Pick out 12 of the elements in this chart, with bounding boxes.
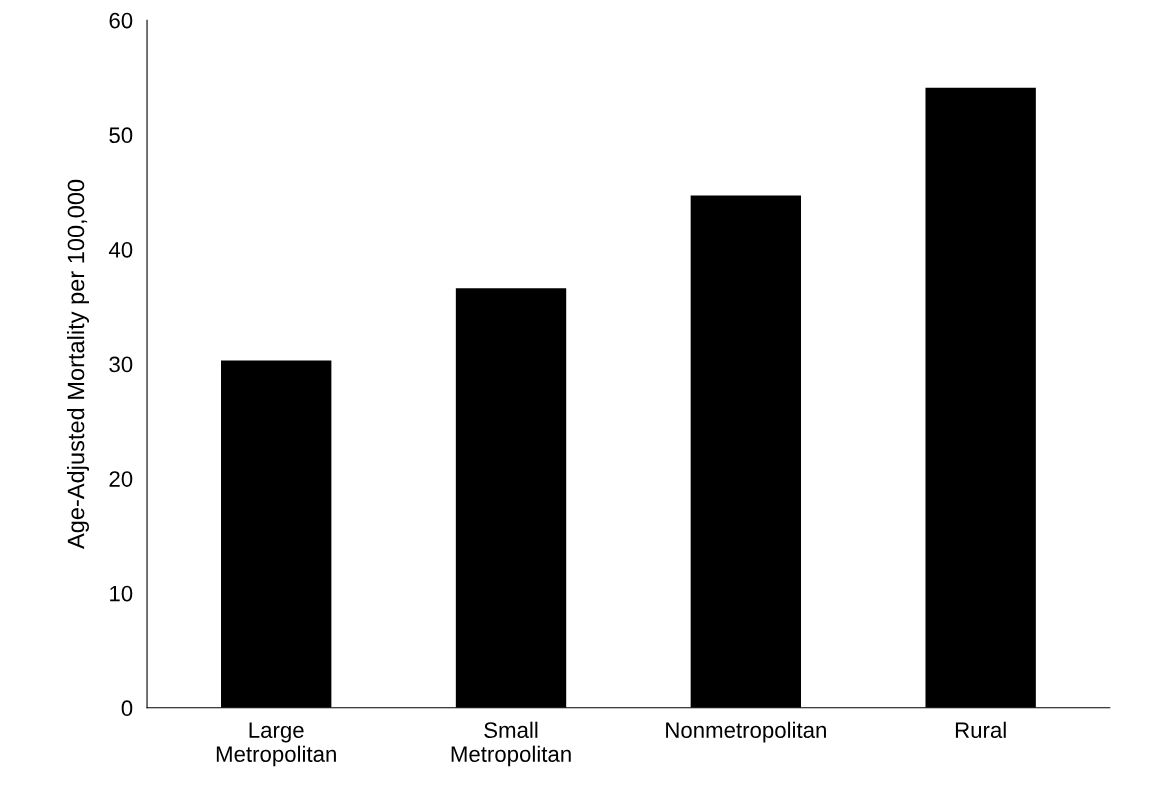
x-tick-label: Rural bbox=[955, 721, 1006, 739]
y-tick-label: 40 bbox=[108, 241, 133, 258]
y-tick-label: 30 bbox=[109, 356, 133, 373]
y-axis-title: Age-Adjusted Mortality per 100,000 bbox=[66, 179, 89, 549]
x-tick-label: Nonmetropolitan bbox=[666, 721, 826, 743]
y-tick-label: 50 bbox=[109, 127, 133, 144]
y-tick-label: 20 bbox=[109, 471, 133, 487]
x-tick-label: Large Metropolitan bbox=[216, 722, 336, 767]
y-tick-label: 0 bbox=[121, 700, 133, 717]
y-tick-label: 10 bbox=[110, 585, 133, 602]
x-tick-label: Small Metropolitan bbox=[451, 721, 571, 767]
y-tick-label: 60 bbox=[109, 12, 133, 29]
